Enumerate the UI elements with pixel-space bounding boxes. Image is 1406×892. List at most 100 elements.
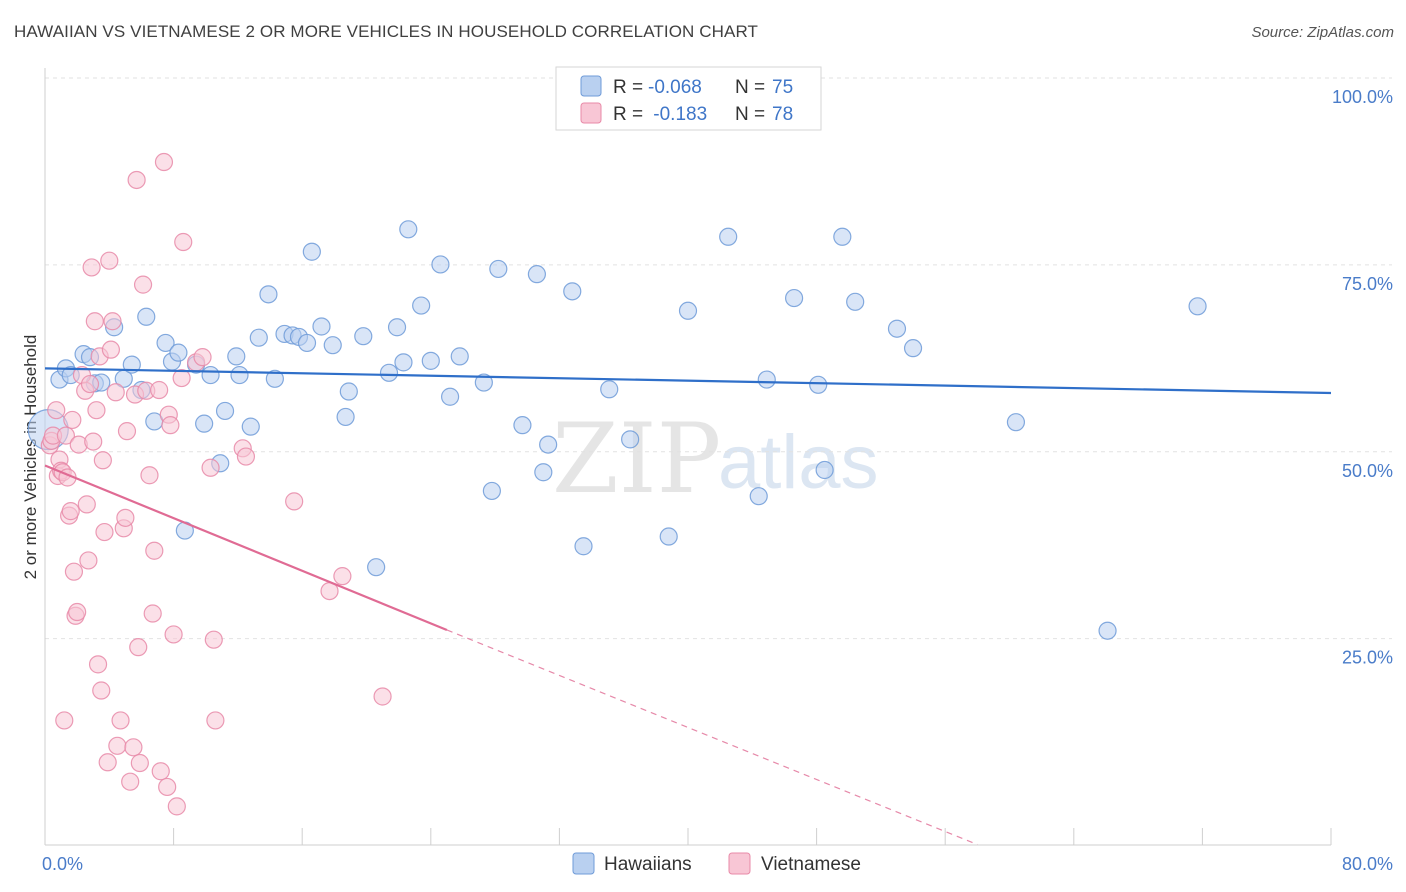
point-hawaiians bbox=[215, 401, 235, 421]
scatter-points bbox=[27, 152, 1207, 816]
watermark-atlas: atlas bbox=[718, 420, 879, 505]
point-hawaiians bbox=[482, 481, 501, 501]
point-vietnamese bbox=[108, 736, 127, 755]
point-vietnamese bbox=[158, 777, 177, 797]
point-hawaiians bbox=[489, 259, 508, 279]
point-hawaiians bbox=[230, 365, 249, 385]
point-vietnamese bbox=[84, 432, 103, 451]
x-tick-label: 80.0% bbox=[1342, 854, 1393, 874]
tick-labels: 100.0% 75.0% 50.0% 25.0% 0.0% 80.0% bbox=[42, 87, 1393, 874]
point-hawaiians bbox=[1006, 413, 1026, 432]
point-hawaiians bbox=[527, 265, 546, 284]
series-legend: Hawaiians Vietnamese bbox=[572, 852, 861, 875]
point-vietnamese bbox=[47, 401, 66, 420]
point-vietnamese bbox=[98, 753, 117, 772]
point-vietnamese bbox=[64, 562, 84, 581]
legend-n-label: N = bbox=[735, 77, 765, 98]
point-hawaiians bbox=[336, 407, 355, 427]
point-hawaiians bbox=[431, 255, 450, 274]
point-hawaiians bbox=[354, 327, 373, 346]
point-hawaiians bbox=[412, 296, 431, 315]
point-vietnamese bbox=[61, 502, 80, 521]
point-vietnamese bbox=[55, 711, 74, 730]
point-vietnamese bbox=[82, 258, 101, 277]
trend-lines bbox=[44, 367, 1332, 846]
point-hawaiians bbox=[387, 318, 407, 337]
y-tick-label: 75.0% bbox=[1342, 274, 1393, 294]
point-vietnamese bbox=[161, 416, 180, 435]
series-legend-label-hawaiians: Hawaiians bbox=[604, 854, 692, 875]
point-hawaiians bbox=[784, 288, 804, 308]
point-hawaiians bbox=[600, 380, 619, 399]
point-vietnamese bbox=[201, 458, 220, 477]
legend-r-label: R = bbox=[613, 77, 643, 98]
point-hawaiians bbox=[833, 227, 852, 246]
point-vietnamese bbox=[145, 541, 164, 560]
point-vietnamese bbox=[285, 492, 304, 511]
point-vietnamese bbox=[204, 630, 223, 649]
point-hawaiians bbox=[621, 430, 640, 449]
legend-n-value: 75 bbox=[772, 77, 793, 98]
point-hawaiians bbox=[719, 227, 738, 246]
point-hawaiians bbox=[312, 317, 331, 336]
point-hawaiians bbox=[156, 333, 175, 353]
point-hawaiians bbox=[678, 301, 698, 320]
point-hawaiians bbox=[137, 307, 156, 326]
legend-n-label: N = bbox=[735, 104, 765, 125]
point-hawaiians bbox=[201, 365, 220, 385]
point-hawaiians bbox=[757, 370, 776, 389]
point-hawaiians bbox=[259, 285, 278, 304]
point-vietnamese bbox=[68, 602, 87, 622]
point-vietnamese bbox=[167, 797, 186, 816]
point-hawaiians bbox=[563, 282, 582, 301]
point-hawaiians bbox=[302, 242, 321, 261]
point-hawaiians bbox=[749, 487, 768, 506]
point-vietnamese bbox=[174, 232, 193, 252]
point-hawaiians bbox=[265, 369, 284, 388]
point-hawaiians bbox=[195, 414, 214, 433]
legend-r-value: -0.183 bbox=[648, 104, 707, 125]
point-vietnamese bbox=[130, 753, 149, 773]
source-credit: Source: ZipAtlas.com bbox=[1251, 24, 1394, 41]
x-tick-label: 0.0% bbox=[42, 854, 83, 874]
point-vietnamese bbox=[88, 655, 108, 674]
point-vietnamese bbox=[143, 604, 162, 623]
point-vietnamese bbox=[87, 401, 106, 420]
point-vietnamese bbox=[92, 681, 111, 700]
point-hawaiians bbox=[421, 351, 440, 370]
point-hawaiians bbox=[450, 347, 469, 366]
trend-line-hawaiians bbox=[44, 367, 1332, 395]
legend-r-value: -0.068 bbox=[648, 77, 702, 98]
point-vietnamese bbox=[80, 374, 100, 394]
point-hawaiians bbox=[1188, 297, 1207, 316]
point-vietnamese bbox=[111, 711, 130, 730]
point-vietnamese bbox=[151, 762, 170, 781]
point-hawaiians bbox=[339, 382, 358, 401]
point-vietnamese bbox=[373, 687, 392, 706]
point-vietnamese bbox=[154, 152, 174, 172]
legend-r-label: R = bbox=[613, 104, 643, 125]
point-vietnamese bbox=[236, 447, 256, 466]
point-hawaiians bbox=[379, 363, 399, 382]
point-vietnamese bbox=[193, 348, 212, 367]
series-legend-swatch-vietnamese bbox=[728, 852, 751, 875]
series-legend-swatch-hawaiians bbox=[572, 852, 595, 875]
axes bbox=[44, 68, 1332, 846]
watermark: ZIP atlas bbox=[552, 403, 879, 515]
point-hawaiians bbox=[659, 527, 678, 546]
point-vietnamese bbox=[127, 170, 146, 190]
y-tick-label: 50.0% bbox=[1342, 461, 1393, 481]
point-vietnamese bbox=[93, 451, 112, 470]
gridlines bbox=[45, 77, 1392, 640]
point-vietnamese bbox=[121, 772, 140, 791]
legend-n-value: 78 bbox=[772, 104, 793, 125]
point-vietnamese bbox=[164, 625, 183, 644]
trend-line-vietnamese-extrapolated bbox=[446, 629, 978, 846]
series-legend-label-vietnamese: Vietnamese bbox=[761, 854, 861, 875]
legend-swatch-hawaiians bbox=[580, 75, 602, 97]
y-tick-label: 25.0% bbox=[1342, 648, 1393, 668]
point-hawaiians bbox=[887, 319, 907, 338]
point-hawaiians bbox=[394, 353, 413, 372]
point-vietnamese bbox=[101, 340, 121, 359]
